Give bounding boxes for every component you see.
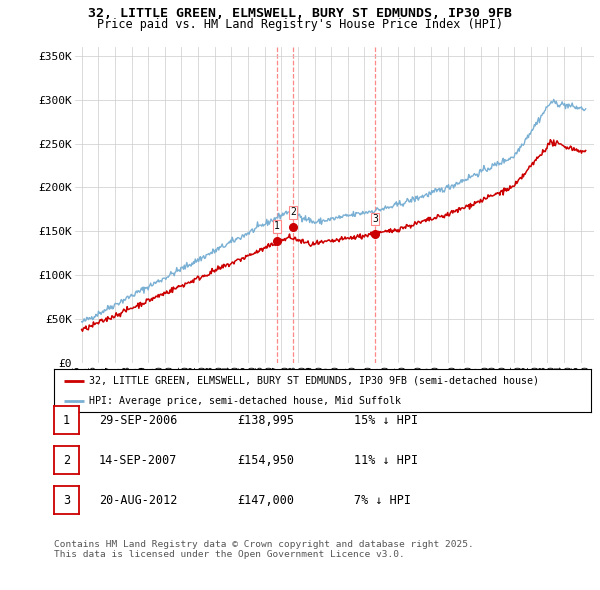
Text: £147,000: £147,000	[237, 494, 294, 507]
Text: Price paid vs. HM Land Registry's House Price Index (HPI): Price paid vs. HM Land Registry's House …	[97, 18, 503, 31]
Text: £138,995: £138,995	[237, 414, 294, 427]
Text: 14-SEP-2007: 14-SEP-2007	[99, 454, 178, 467]
Text: 15% ↓ HPI: 15% ↓ HPI	[354, 414, 418, 427]
Text: 3: 3	[372, 214, 378, 224]
Text: 2: 2	[290, 207, 296, 217]
Text: 3: 3	[63, 494, 70, 507]
Text: 7% ↓ HPI: 7% ↓ HPI	[354, 494, 411, 507]
Text: 1: 1	[63, 414, 70, 427]
Text: 29-SEP-2006: 29-SEP-2006	[99, 414, 178, 427]
Text: 32, LITTLE GREEN, ELMSWELL, BURY ST EDMUNDS, IP30 9FB (semi-detached house): 32, LITTLE GREEN, ELMSWELL, BURY ST EDMU…	[89, 376, 539, 386]
Text: 32, LITTLE GREEN, ELMSWELL, BURY ST EDMUNDS, IP30 9FB: 32, LITTLE GREEN, ELMSWELL, BURY ST EDMU…	[88, 7, 512, 20]
Text: Contains HM Land Registry data © Crown copyright and database right 2025.
This d: Contains HM Land Registry data © Crown c…	[54, 540, 474, 559]
Text: £154,950: £154,950	[237, 454, 294, 467]
Text: 20-AUG-2012: 20-AUG-2012	[99, 494, 178, 507]
Text: 1: 1	[274, 221, 280, 231]
Text: HPI: Average price, semi-detached house, Mid Suffolk: HPI: Average price, semi-detached house,…	[89, 396, 401, 406]
Text: 2: 2	[63, 454, 70, 467]
Text: 11% ↓ HPI: 11% ↓ HPI	[354, 454, 418, 467]
